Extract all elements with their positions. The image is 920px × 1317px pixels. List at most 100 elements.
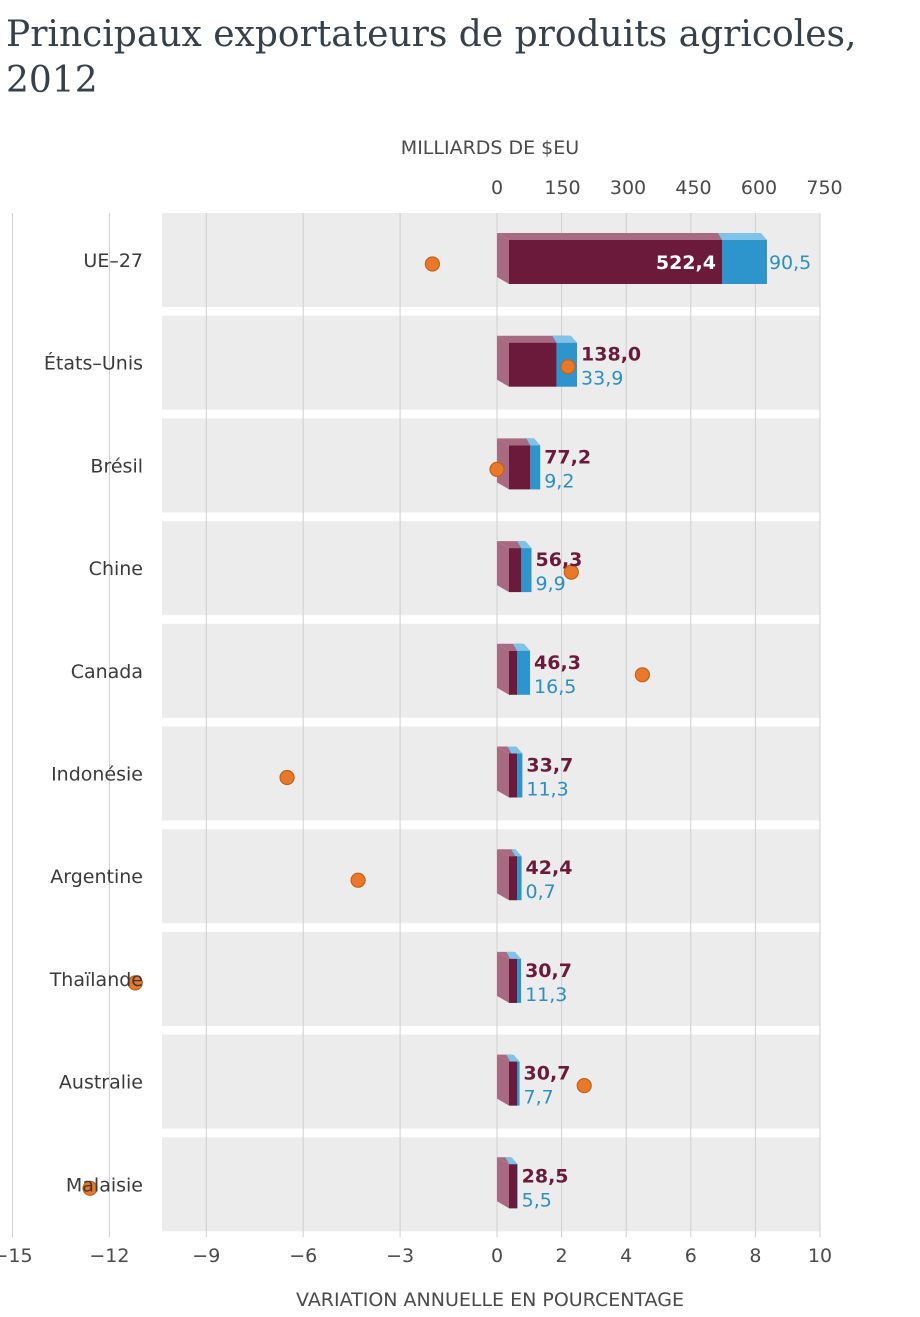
value-label-main: 28,5 [522, 1165, 569, 1187]
value-label-secondary: 0,7 [526, 881, 556, 903]
bar-secondary [521, 548, 532, 593]
top-tick-label: 150 [544, 177, 580, 199]
top-axis-label: MILLIARDS DE $EU [401, 137, 579, 159]
bar-side-face [497, 335, 509, 387]
bar-secondary-top [517, 541, 532, 549]
percent-change-dot [82, 1180, 98, 1196]
row-background [162, 623, 820, 718]
value-label-main: 138,0 [581, 344, 641, 366]
value-label-main: 46,3 [534, 652, 581, 674]
bar-main [509, 548, 522, 593]
top-tick-label: 0 [491, 177, 503, 199]
bar-main [509, 958, 517, 1003]
value-label-secondary: 7,7 [524, 1087, 554, 1109]
value-label-main: 56,3 [536, 549, 583, 571]
bar-side-face [497, 746, 509, 798]
category-label: UE–27 [83, 250, 143, 272]
category-label: Argentine [50, 866, 143, 888]
bottom-tick-label: 4 [620, 1245, 632, 1267]
bar-main [509, 856, 517, 901]
row-background [162, 315, 820, 410]
percent-change-dot [424, 256, 440, 272]
bottom-tick-label: 2 [556, 1245, 568, 1267]
bar-main [509, 753, 517, 798]
bar-main [509, 240, 722, 284]
bar-secondary-top [507, 746, 523, 754]
value-label-main: 522,4 [656, 252, 716, 274]
category-label: Canada [71, 661, 143, 683]
bar-secondary [721, 240, 767, 284]
bar-secondary [516, 650, 531, 695]
bar-side-face [497, 951, 509, 1003]
category-label: Australie [59, 1072, 143, 1094]
bottom-tick-label: −12 [89, 1245, 129, 1267]
value-label-main: 42,4 [526, 857, 573, 879]
bottom-tick-label: −9 [192, 1245, 220, 1267]
bottom-tick-label: 10 [808, 1245, 832, 1267]
bar-secondary-top [506, 1054, 520, 1062]
row-background [162, 726, 820, 821]
percent-change-dot [560, 359, 576, 375]
value-label-main: 33,7 [526, 755, 573, 777]
bar-side-face [497, 1157, 509, 1209]
bar-main [509, 445, 531, 490]
row-background [162, 521, 820, 616]
value-label-main: 30,7 [525, 960, 572, 982]
bar-secondary-top [526, 438, 541, 446]
row-background [162, 931, 820, 1026]
category-labels: UE–27 États–Unis Brésil Chine Canada Indonési… [44, 250, 143, 1196]
value-label-secondary: 11,3 [525, 984, 567, 1006]
bar-secondary-top [505, 1157, 518, 1165]
top-tick-label: 600 [741, 177, 777, 199]
bar-secondary [530, 445, 541, 490]
bar-secondary-top [511, 849, 522, 857]
bottom-tick-label: −15 [0, 1245, 33, 1267]
value-label-secondary: 11,3 [526, 779, 568, 801]
bar-secondary-top [717, 233, 767, 240]
bottom-tick-label: 6 [685, 1245, 697, 1267]
bar-secondary-top [552, 335, 578, 343]
percent-change-dot [489, 461, 505, 477]
top-tick-label: 300 [610, 177, 646, 199]
percent-change-dots [82, 256, 650, 1196]
bar-side-face [497, 541, 509, 593]
row-background [162, 1034, 820, 1129]
row-background [162, 829, 820, 924]
bar-side-face [497, 1054, 509, 1106]
axis-ticks: −15 −12 −9 −6 −3 0 2 4 6 8 10 0 150 300 450 600 750 [0, 177, 843, 1267]
percent-change-dot [350, 872, 366, 888]
category-label: Brésil [90, 455, 143, 477]
bottom-tick-label: 0 [491, 1245, 503, 1267]
bars [497, 233, 767, 1209]
value-label-secondary: 9,9 [536, 573, 566, 595]
bar-main [509, 342, 557, 387]
value-label-secondary: 33,9 [581, 368, 623, 390]
top-tick-label: 450 [675, 177, 711, 199]
category-label: Malaisie [66, 1174, 143, 1196]
bar-main [509, 1164, 517, 1209]
bar-main [509, 650, 517, 695]
bar-secondary-top [512, 643, 531, 651]
category-label: États–Unis [44, 352, 143, 375]
row-backgrounds [162, 213, 820, 1232]
value-label-secondary: 5,5 [522, 1189, 552, 1211]
bottom-tick-label: −6 [289, 1245, 317, 1267]
value-label-main: 30,7 [524, 1063, 571, 1085]
bar-side-face [497, 438, 509, 490]
bottom-axis-label: VARIATION ANNUELLE EN POURCENTAGE [296, 1289, 684, 1311]
bar-top-face [497, 233, 767, 240]
percent-change-dot [127, 975, 143, 991]
percent-change-dot [563, 564, 579, 580]
chart-title: Principaux exportateurs de produits agri… [6, 14, 857, 101]
value-label-secondary: 90,5 [769, 252, 811, 274]
value-labels: 522,4 90,5 138,033,9 77,29,2 56,39,9 46,316,5… [522, 252, 812, 1211]
bottom-tick-label: 8 [749, 1245, 761, 1267]
percent-change-dot [634, 667, 650, 683]
bar-main [509, 1061, 517, 1106]
value-label-main: 77,2 [544, 446, 591, 468]
bar-side-face [497, 849, 509, 901]
bottom-tick-label: −3 [386, 1245, 414, 1267]
top-tick-label: 750 [806, 177, 842, 199]
bar-side-face [497, 643, 509, 695]
